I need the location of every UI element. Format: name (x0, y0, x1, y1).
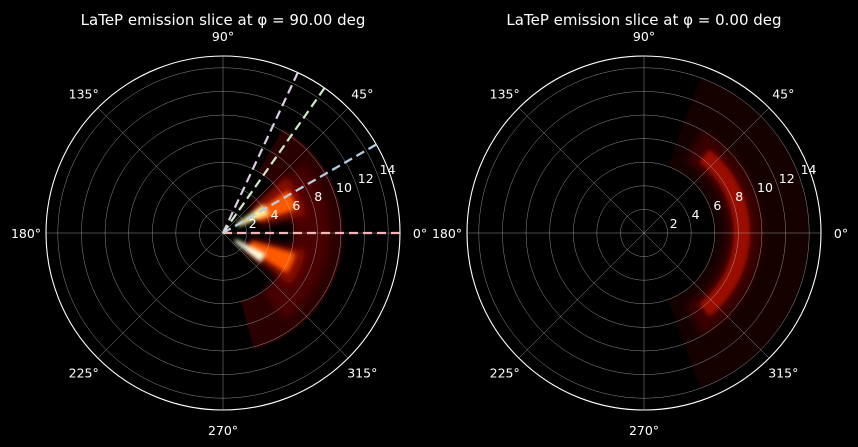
grid-spoke (222, 232, 349, 359)
emission-lobe-lower-core (248, 241, 296, 273)
r-tick-label: 8 (314, 189, 322, 204)
r-tick-label: 14 (801, 162, 817, 177)
grid-spoke (518, 107, 645, 234)
guide-lines-left (222, 72, 400, 235)
grid-spoke (97, 107, 224, 234)
theta-tick-label: 315° (768, 365, 798, 380)
theta-tick-label: 180° (432, 226, 462, 241)
theta-tick-label: 270° (208, 423, 238, 438)
theta-ticks-right: 0° 45° 90° 135° 180° 225° 270° 315° (432, 29, 848, 438)
r-tick-label: 2 (670, 216, 678, 231)
emission-shell (685, 130, 762, 336)
theta-tick-label: 0° (413, 226, 427, 241)
polar-axes-left: LaTeP emission slice at φ = 90.00 deg 0°… (11, 11, 427, 438)
guide-line (222, 143, 377, 234)
theta-tick-label: 45° (351, 87, 373, 102)
r-tick-label: 10 (336, 180, 352, 195)
polar-axes-right: LaTeP emission slice at φ = 0.00 deg 0° 4… (432, 11, 848, 438)
grid-spoke (222, 107, 349, 234)
theta-tick-label: 90° (212, 29, 234, 44)
chart-title-right: LaTeP emission slice at φ = 0.00 deg (506, 11, 781, 29)
grid-spoke (643, 107, 770, 234)
theta-tick-label: 135° (490, 87, 520, 102)
theta-tick-label: 270° (629, 423, 659, 438)
grid-right (466, 55, 822, 411)
grid-spoke (518, 232, 645, 359)
r-tick-label: 14 (380, 162, 396, 177)
r-tick-label: 12 (358, 171, 374, 186)
r-tick-label: 10 (757, 180, 773, 195)
r-tick-label: 12 (779, 171, 795, 186)
theta-tick-label: 180° (11, 226, 41, 241)
guide-line (222, 87, 326, 234)
r-tick-label: 4 (692, 207, 700, 222)
theta-tick-label: 0° (834, 226, 848, 241)
theta-ticks-left: 0° 45° 90° 135° 180° 225° 270° 315° (11, 29, 427, 438)
chart-title-left: LaTeP emission slice at φ = 90.00 deg (81, 11, 366, 29)
r-tick-label: 6 (292, 198, 300, 213)
r-tick-label: 6 (713, 198, 721, 213)
theta-tick-label: 45° (772, 87, 794, 102)
theta-tick-label: 135° (69, 87, 99, 102)
grid-left (45, 55, 401, 411)
polar-frame (466, 55, 822, 411)
theta-tick-label: 225° (490, 365, 520, 380)
emission-shell-bright (699, 149, 751, 317)
r-tick-label: 8 (735, 189, 743, 204)
emission-map-left (234, 128, 344, 350)
r-tick-label: 4 (271, 207, 279, 222)
theta-tick-label: 225° (69, 365, 99, 380)
r-tick-label: 2 (249, 216, 257, 231)
grid-spoke (643, 232, 770, 359)
emission-lobe-lower-peak (234, 239, 266, 263)
theta-tick-label: 90° (633, 29, 655, 44)
guide-line (222, 72, 299, 234)
grid-spoke (97, 232, 224, 359)
theta-tick-label: 315° (347, 365, 377, 380)
